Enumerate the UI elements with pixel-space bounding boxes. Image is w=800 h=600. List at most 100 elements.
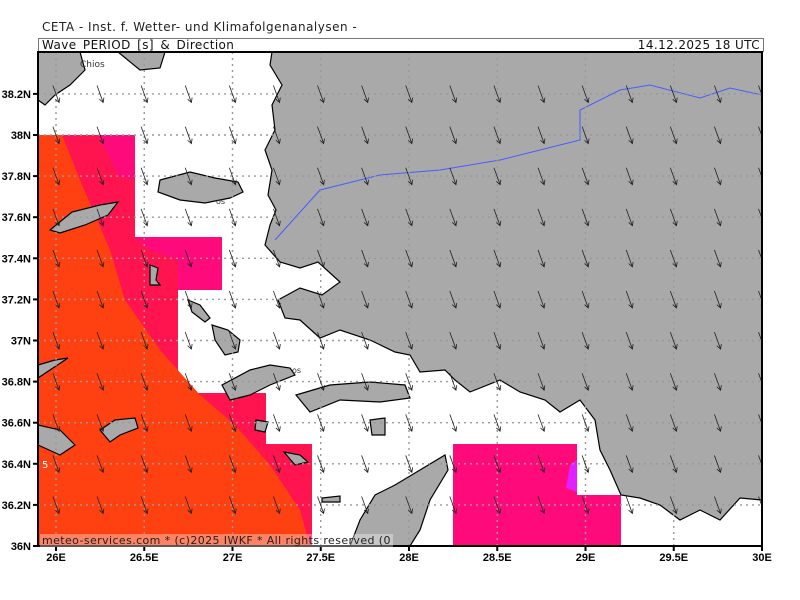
wave-direction-arrow — [52, 373, 61, 391]
wave-direction-arrow — [581, 414, 590, 433]
wave-direction-arrow — [273, 126, 281, 145]
wave-direction-arrow — [405, 167, 414, 186]
wave-direction-arrow — [714, 332, 722, 350]
wave-direction-arrow — [493, 455, 502, 474]
small-island — [321, 495, 341, 503]
wave-direction-arrow — [669, 85, 678, 104]
lat-label: 36N — [11, 541, 31, 553]
wave-direction-arrow — [537, 332, 546, 350]
wave-direction-arrow — [96, 167, 105, 186]
wave-direction-arrow — [228, 249, 237, 268]
astypalaia-island — [99, 417, 139, 443]
wave-direction-arrow — [52, 332, 61, 350]
wave-direction-arrow — [96, 332, 105, 350]
lon-label: 28.5E — [483, 552, 512, 564]
wave-direction-arrow — [625, 414, 634, 433]
wave-direction-arrow — [625, 332, 634, 350]
wave-direction-arrow — [449, 332, 458, 350]
wave-direction-arrow — [52, 496, 61, 515]
wave-direction-arrow — [228, 208, 237, 227]
chios-island — [38, 52, 86, 106]
wave-direction-arrow — [96, 414, 105, 433]
wave-direction-arrow — [273, 85, 281, 104]
wave-direction-arrow — [537, 126, 546, 145]
wave-direction-arrow — [714, 208, 722, 227]
wave-direction-arrow — [52, 167, 61, 186]
wave-direction-arrow — [581, 85, 590, 104]
valid-time: 14.12.2025 18 UTC — [637, 38, 760, 52]
wave-direction-arrow — [317, 126, 325, 145]
wave-direction-arrow — [317, 373, 325, 391]
wave-direction-arrow — [625, 167, 634, 186]
wave-direction-arrow — [228, 414, 237, 433]
wave-direction-arrow — [140, 332, 149, 350]
wave-direction-arrow — [273, 332, 281, 350]
wave-direction-arrow — [537, 455, 546, 474]
wave-direction-arrow — [228, 290, 237, 309]
wave-direction-arrow — [317, 496, 325, 515]
wave-direction-arrow — [493, 85, 502, 104]
lon-label: 27E — [223, 552, 243, 564]
wave-direction-arrow — [361, 332, 369, 350]
wave-direction-arrow — [669, 373, 678, 391]
lon-label: 26.5E — [130, 552, 159, 564]
lon-label: 26E — [46, 552, 66, 564]
lat-label: 37.6N — [2, 212, 31, 224]
fournoi-island — [149, 264, 162, 286]
wave-direction-arrow — [493, 332, 502, 350]
wave-direction-arrow — [669, 167, 678, 186]
ikaria-island — [48, 201, 120, 234]
lat-label: 36.2N — [2, 500, 31, 512]
wave-direction-arrow — [625, 249, 634, 268]
wave-direction-arrow — [52, 249, 61, 268]
copyright-footer: meteo-services.com * (c)2025 IWKF * All … — [40, 534, 393, 547]
wave-direction-arrow — [669, 290, 678, 309]
rhodes-island — [349, 454, 449, 546]
wave-direction-arrow — [228, 85, 237, 104]
wave-direction-arrow — [96, 496, 105, 515]
wave-direction-arrow — [96, 85, 105, 104]
wave-direction-arrow — [581, 332, 590, 350]
wave-direction-arrow — [140, 414, 149, 433]
wave-direction-arrow — [361, 126, 369, 145]
wave-direction-arrow — [140, 249, 149, 268]
wave-direction-arrow — [361, 373, 369, 391]
wave-direction-arrow — [537, 249, 546, 268]
wave-direction-arrow — [625, 208, 634, 227]
wave-direction-arrow — [625, 85, 634, 104]
wave-direction-arrow — [581, 290, 590, 309]
wave-direction-arrow — [493, 208, 502, 227]
wave-direction-arrow — [449, 249, 458, 268]
symi-island — [369, 417, 386, 436]
wave-direction-arrow — [449, 85, 458, 104]
wave-direction-arrow — [361, 208, 369, 227]
wave-direction-arrow — [96, 208, 105, 227]
wave-direction-arrow — [581, 373, 590, 391]
lat-label: 38.2N — [2, 89, 31, 101]
wave-direction-arrow — [625, 290, 634, 309]
wave-direction-arrow — [493, 167, 502, 186]
samos-island — [157, 171, 244, 204]
lat-label: 38N — [11, 130, 31, 142]
wave-direction-arrow — [273, 414, 281, 433]
contour-label: 5 — [42, 460, 48, 471]
wave-direction-arrow — [493, 249, 502, 268]
turkey-mainland — [264, 52, 762, 521]
wave-direction-arrow — [228, 167, 237, 186]
wave-direction-arrow — [537, 414, 546, 433]
wave-direction-arrow — [449, 126, 458, 145]
wave-direction-arrow — [669, 414, 678, 433]
wave-direction-arrow — [140, 290, 149, 309]
wave-direction-arrow — [537, 496, 546, 515]
wave-direction-arrow — [317, 455, 325, 474]
wave-direction-arrow — [228, 373, 237, 391]
wave-direction-arrow — [537, 167, 546, 186]
wave-direction-arrow — [405, 290, 414, 309]
wave-direction-arrow — [140, 126, 149, 145]
wave-direction-arrow — [317, 208, 325, 227]
kalymnos-island — [221, 364, 296, 401]
wave-direction-arrow — [317, 290, 325, 309]
wave-direction-arrow — [405, 373, 414, 391]
kos-label: os — [292, 366, 301, 375]
wave-direction-arrow — [493, 373, 502, 391]
